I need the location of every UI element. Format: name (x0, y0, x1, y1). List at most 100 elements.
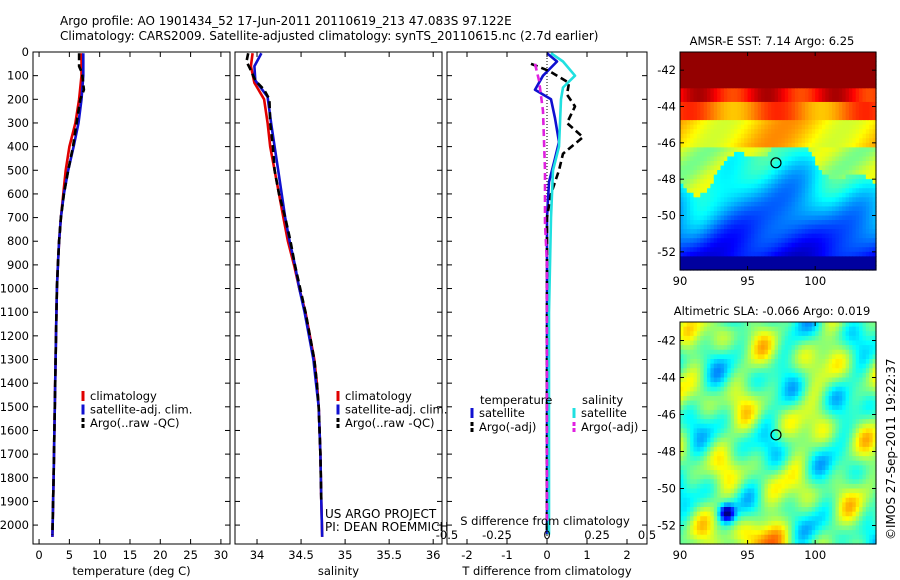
heatmap-cell (747, 322, 752, 328)
heatmap-cell (869, 437, 874, 443)
heatmap-cell (761, 363, 766, 369)
heatmap-cell (859, 210, 864, 217)
heatmap-cell (808, 363, 813, 369)
heatmap-cell (825, 442, 830, 448)
heatmap-cell (794, 451, 799, 457)
heatmap-cell (825, 409, 830, 416)
heatmap-cell (680, 201, 684, 208)
heatmap-cell (727, 101, 732, 108)
heatmap-cell (862, 179, 867, 185)
heatmap-cell (865, 224, 870, 230)
heatmap-cell (754, 97, 759, 103)
heatmap-cell (680, 97, 684, 103)
heatmap-cell (808, 414, 813, 420)
heatmap-cell (835, 419, 840, 425)
heatmap-cell (683, 210, 688, 217)
heatmap-cell (848, 165, 853, 171)
heatmap-cell (811, 56, 816, 62)
heatmap-cell (757, 52, 762, 58)
heatmap-cell (686, 147, 691, 153)
heatmap-cell (734, 111, 739, 117)
heatmap-cell (848, 256, 853, 262)
heatmap-cell (838, 92, 843, 99)
heatmap-cell (845, 88, 850, 94)
heatmap-cell (784, 428, 789, 434)
heatmap-cell (707, 400, 712, 406)
heatmap-cell (821, 70, 826, 76)
heatmap-cell (788, 456, 793, 462)
heatmap-cell (761, 456, 766, 462)
heatmap-cell (683, 442, 688, 448)
heatmap-cell (696, 372, 701, 379)
heatmap-cell (727, 238, 732, 244)
heatmap-cell (778, 340, 782, 346)
heatmap-cell (788, 414, 793, 420)
heatmap-cell (683, 165, 688, 171)
heatmap-cell (848, 377, 853, 383)
heatmap-cell (740, 326, 745, 332)
heatmap-cell (713, 201, 718, 208)
heatmap-cell (696, 423, 701, 429)
heatmap-cell (835, 382, 840, 388)
heatmap-cell (808, 92, 813, 99)
heatmap-cell (872, 451, 877, 457)
heatmap-cell (791, 363, 796, 369)
heatmap-cell (717, 400, 722, 406)
heatmap-cell (825, 124, 830, 130)
heatmap-cell (805, 322, 810, 328)
heatmap-cell (855, 451, 860, 457)
heatmap-cell (686, 88, 691, 94)
heatmap-cell (747, 170, 752, 176)
heatmap-cell (696, 70, 701, 76)
heatmap-cell (693, 251, 698, 257)
heatmap-cell (730, 101, 735, 108)
heatmap-cell (740, 391, 745, 397)
heatmap-cell (825, 129, 830, 135)
heatmap-cell (848, 451, 853, 457)
heatmap-cell (798, 446, 803, 453)
heatmap-cell (808, 142, 813, 148)
heatmap-cell (707, 111, 712, 117)
heatmap-cell (723, 460, 728, 466)
heatmap-cell (852, 165, 857, 171)
heatmap-cell (835, 247, 840, 253)
heatmap-cell (717, 363, 722, 369)
heatmap-cell (744, 331, 749, 337)
heatmap-cell (781, 423, 786, 429)
heatmap-cell (808, 260, 813, 267)
heatmap-cell (750, 335, 755, 342)
heatmap-cell (801, 61, 806, 67)
heatmap-cell (744, 161, 749, 167)
heatmap-cell (838, 97, 843, 103)
heatmap-cell (825, 451, 830, 457)
heatmap-cell (835, 238, 840, 244)
heatmap-cell (693, 115, 698, 121)
heatmap-cell (869, 349, 874, 355)
heatmap-cell (832, 88, 837, 94)
heatmap-cell (842, 359, 847, 365)
heatmap-cell (774, 120, 779, 126)
heatmap-cell (781, 142, 786, 148)
heatmap-cell (696, 229, 701, 235)
heatmap-cell (693, 386, 698, 392)
heatmap-cell (798, 224, 803, 230)
heatmap-cell (798, 83, 803, 89)
heatmap-cell (680, 247, 684, 253)
heatmap-cell (872, 465, 877, 471)
heatmap-cell (774, 382, 779, 388)
heatmap-cell (818, 92, 823, 99)
heatmap-cell (683, 129, 688, 135)
heatmap-cell (805, 142, 810, 148)
heatmap-cell (740, 183, 745, 189)
heatmap-cell (859, 377, 864, 383)
heatmap-cell (771, 470, 776, 476)
heatmap-cell (791, 349, 796, 355)
heatmap-cell (859, 414, 864, 420)
heatmap-cell (821, 260, 826, 267)
heatmap-cell (788, 409, 793, 416)
heatmap-cell (693, 345, 698, 351)
heatmap-cell (794, 391, 799, 397)
heatmap-cell (713, 433, 718, 439)
heatmap-cell (707, 428, 712, 434)
heatmap-cell (808, 174, 813, 180)
